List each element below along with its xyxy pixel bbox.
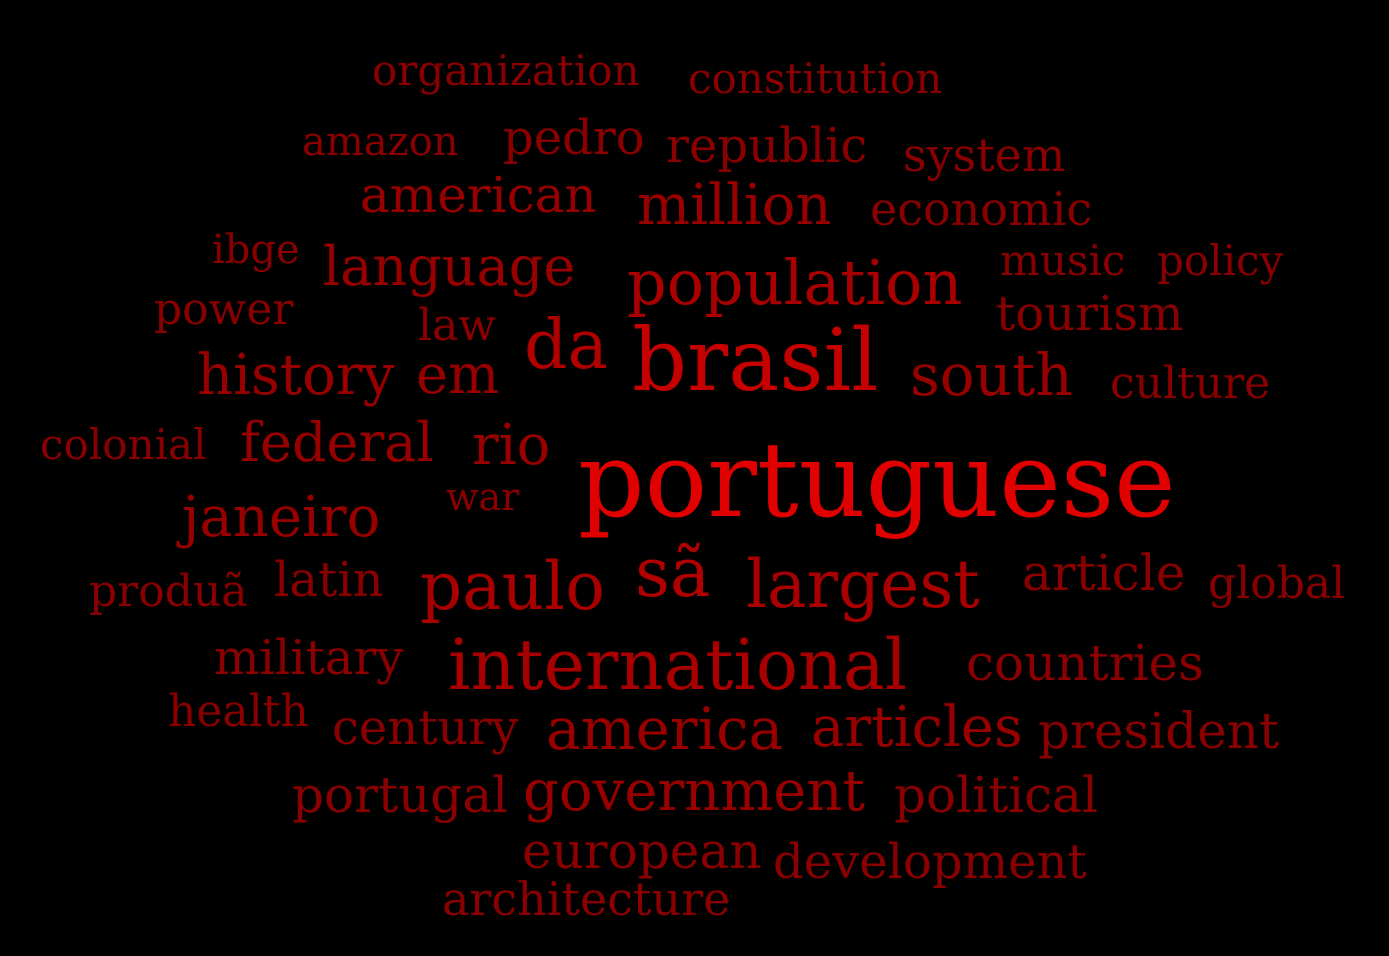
word-international: international: [448, 624, 908, 706]
word-european: european: [522, 822, 762, 880]
word-brasil: brasil: [632, 311, 879, 411]
word-latin: latin: [274, 552, 384, 608]
word-language: language: [323, 235, 576, 298]
word-federal: federal: [240, 411, 434, 474]
word-rio: rio: [472, 413, 551, 478]
word-military: military: [214, 630, 404, 686]
word-music: music: [1000, 236, 1126, 285]
word-organization: organization: [372, 46, 640, 95]
word-economic: economic: [870, 182, 1093, 236]
word-portuguese: portuguese: [578, 419, 1176, 541]
word-tourism: tourism: [996, 286, 1184, 342]
word-america: america: [546, 695, 784, 763]
word-american: american: [360, 166, 597, 224]
word-system: system: [903, 128, 1066, 182]
word-colonial: colonial: [40, 420, 207, 469]
word-produa: produã: [89, 566, 248, 617]
word-countries: countries: [966, 634, 1204, 692]
word-sa: sã: [635, 534, 711, 613]
word-power: power: [154, 284, 294, 335]
word-war: war: [446, 475, 520, 519]
word-article: article: [1022, 544, 1186, 602]
word-policy: policy: [1157, 236, 1284, 285]
word-ibge: ibge: [212, 227, 300, 273]
word-constitution: constitution: [688, 54, 943, 103]
word-culture: culture: [1110, 358, 1271, 409]
word-century: century: [332, 700, 519, 756]
word-portugal: portugal: [292, 766, 509, 824]
word-political: political: [894, 766, 1098, 824]
word-million: million: [637, 173, 832, 238]
word-government: government: [523, 759, 865, 824]
word-da: da: [524, 306, 609, 385]
word-president: president: [1038, 702, 1280, 760]
word-development: development: [773, 834, 1087, 890]
word-global: global: [1208, 558, 1346, 609]
word-largest: largest: [746, 546, 980, 623]
word-janeiro: janeiro: [182, 485, 381, 550]
word-pedro: pedro: [503, 110, 645, 166]
word-em: em: [416, 343, 500, 406]
word-architecture: architecture: [442, 872, 731, 926]
word-population: population: [627, 246, 963, 319]
word-history: history: [197, 343, 395, 408]
word-amazon: amazon: [302, 119, 459, 165]
word-law: law: [418, 300, 496, 351]
word-articles: articles: [811, 695, 1023, 760]
word-paulo: paulo: [420, 548, 605, 625]
word-health: health: [168, 686, 309, 737]
word-republic: republic: [666, 118, 868, 174]
word-south: south: [910, 341, 1073, 409]
